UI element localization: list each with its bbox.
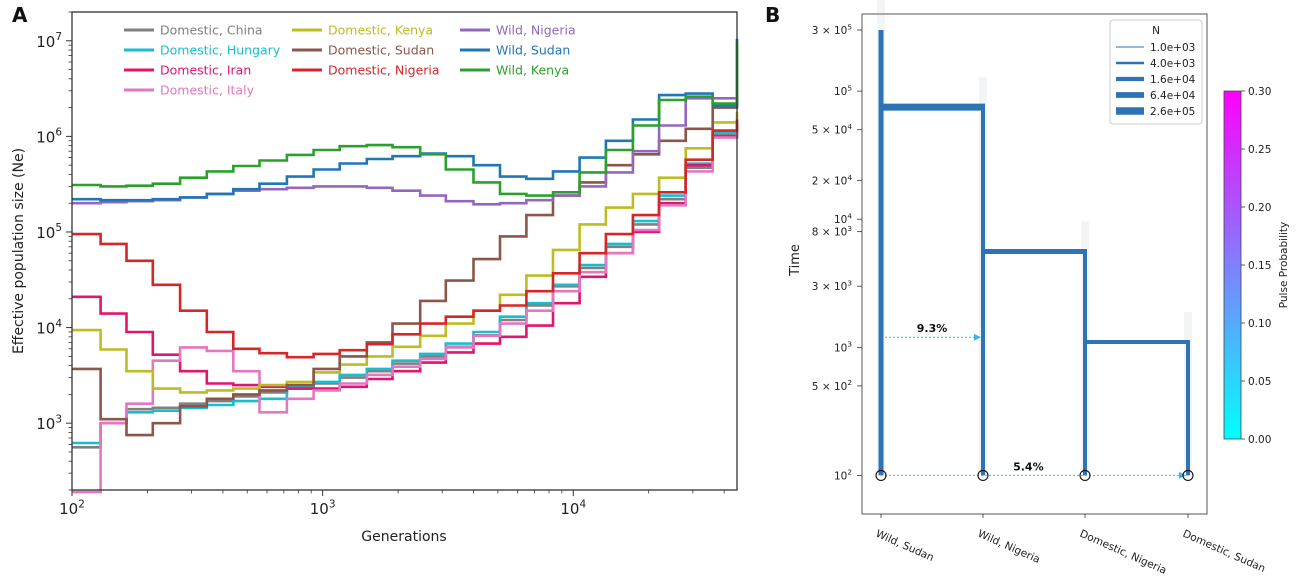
x-tick-label: Wild, Nigeria [976,528,1042,566]
y-tick-label: 5 × 104 [812,122,853,137]
series-line-domestic-china [72,125,739,449]
sample-marker [1079,469,1091,481]
y-tick-label: 105 [36,222,62,242]
series-line-domestic-iran [72,123,739,390]
pulse-arrowhead [974,333,981,341]
sample-marker [875,469,887,481]
series-line-domestic-nigeria [72,119,739,359]
sample-marker [977,469,989,481]
series-line-domestic-kenya [72,112,739,394]
panel-a-plot-area [72,38,739,494]
y-tick-label: 3 × 105 [812,22,853,37]
legend-label: Domestic, China [160,23,263,38]
y-tick-label: 103 [36,413,62,433]
x-tick-label: Domestic, Nigeria [1078,528,1168,576]
colorbar-tick-label: 0.20 [1248,202,1271,214]
colorbar-tick-label: 0.30 [1248,86,1271,98]
legend-width-label: 1.6e+04 [1150,74,1196,86]
x-tick-label: 103 [310,498,336,518]
panel-b: B 9.3% 5.4% 3 × 105 105 5 × 104 2 × 104 1048 … [765,0,1290,576]
y-tick-label: 3 × 103 [812,278,853,293]
legend-box [1109,19,1203,125]
y-tick-label: 103 [834,340,852,355]
pulse-label: 5.4% [1013,460,1044,473]
x-tick-label: Wild, Sudan [874,528,936,564]
x-tick-label: Domestic, Sudan [1181,528,1267,575]
y-tick-label: 105 [834,83,852,98]
colorbar-tick-label: 0.05 [1248,376,1271,388]
y-tick-label: 2 × 104 [812,173,853,188]
series-line-wild-kenya [72,41,739,197]
legend-label: Domestic, Hungary [160,43,281,58]
series-line-wild-nigeria [72,97,739,206]
legend-label: Domestic, Iran [160,63,251,78]
panel-a-x-axis-label: Generations [361,529,446,545]
panel-b-frame [861,13,1208,515]
y-tick-label: 106 [36,127,62,147]
legend-width-label: 4.0e+03 [1150,58,1195,70]
x-tick-label: 104 [560,498,586,518]
legend-label: Domestic, Italy [160,83,255,98]
legend-label: Domestic, Nigeria [328,63,440,78]
pulse-probability-colorbar: 0.00 0.05 0.10 0.15 0.20 0.25 0.30 Pulse Probab… [1223,86,1290,446]
legend-label: Domestic, Kenya [328,23,433,38]
panel-a-x-ticks: 102 103 104 [59,490,725,518]
panel-a-frame [71,11,738,491]
panel-b-letter: B [765,3,780,27]
colorbar-tick-label: 0.15 [1248,260,1271,272]
panel-a-y-axis-label: Effective population size (Ne) [11,148,27,354]
y-tick-label: 102 [834,468,852,483]
legend-label: Wild, Nigeria [496,23,576,38]
panel-b-x-ticks: Wild, Sudan Wild, Nigeria Domestic, Nigeri… [874,514,1267,576]
colorbar-tick-label: 0.25 [1248,144,1271,156]
panel-a-y-ticks: 103 104 105 106 107 [36,11,72,491]
y-tick-label: 107 [36,31,62,51]
panel-b-plot-area: 9.3% 5.4% [875,0,1194,481]
colorbar-gradient [1223,90,1242,440]
y-tick-label: 104 [36,318,62,338]
panel-a-legend: Domestic, China Domestic, Hungary Domestic… [124,23,576,98]
pulse-label: 9.3% [917,322,948,335]
panel-a-letter: A [12,3,28,27]
series-line-domestic-hungary [72,122,739,445]
legend-title: N [1152,25,1160,37]
sample-marker [1182,469,1194,481]
y-tick-label: 5 × 102 [812,378,852,393]
panel-b-legend: N 1.0e+03 4.0e+03 1.6e+04 6.4e+04 2.6e+05 [1109,19,1203,125]
y-tick-label: 8 × 103 [812,224,853,239]
legend-width-label: 2.6e+05 [1150,106,1195,118]
x-tick-label: 102 [59,498,85,518]
y-tick-label: 104 [834,212,852,227]
legend-label: Domestic, Sudan [328,43,434,58]
colorbar-label: Pulse Probability [1278,222,1290,309]
colorbar-tick-label: 0.10 [1248,318,1271,330]
legend-width-label: 6.4e+04 [1150,90,1196,102]
panel-b-y-axis-label: Time [788,244,803,277]
legend-label: Wild, Kenya [496,63,569,78]
legend-label: Wild, Sudan [496,43,570,58]
colorbar-tick-label: 0.00 [1248,434,1271,446]
series-line-domestic-italy [72,127,739,494]
legend-width-label: 1.0e+03 [1150,42,1195,54]
series-line-domestic-sudan [72,98,739,437]
